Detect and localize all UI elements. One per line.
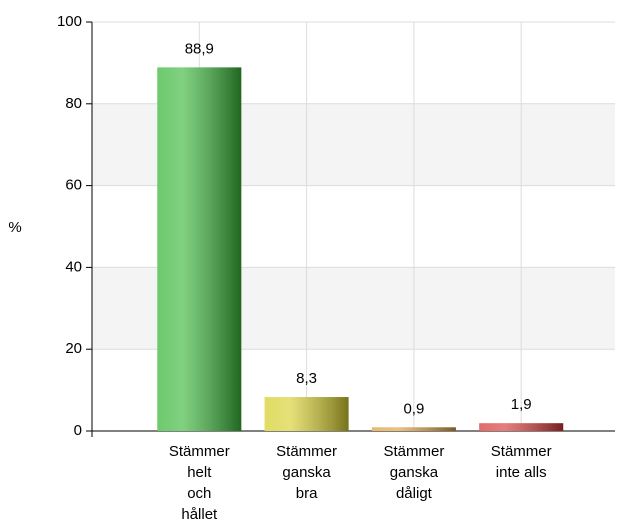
x-tick-label: Stämmer (491, 443, 552, 460)
y-tick-label: 40 (65, 258, 82, 275)
x-tick-label: dåligt (396, 485, 433, 502)
x-tick-label: hållet (181, 506, 218, 523)
value-label: 8,3 (296, 370, 317, 387)
y-tick-label: 60 (65, 177, 82, 194)
value-label: 1,9 (511, 396, 532, 413)
x-tick-label: Stämmer (276, 443, 337, 460)
bar-shade (479, 423, 564, 431)
x-tick-label: inte alls (496, 464, 547, 481)
x-tick-label: ganska (390, 464, 439, 481)
x-tick-label: ganska (282, 464, 331, 481)
bar-shade (371, 427, 456, 431)
y-tick-label: 20 (65, 340, 82, 357)
y-tick-label: 80 (65, 95, 82, 112)
x-tick-label: helt (187, 464, 212, 481)
bar-shade (157, 67, 242, 432)
y-tick-label: 100 (57, 13, 82, 30)
y-axis-label: % (8, 219, 21, 236)
x-tick-label: och (187, 485, 211, 502)
x-tick-label: Stämmer (169, 443, 230, 460)
bar-shade (264, 397, 349, 431)
y-tick-label: 0 (74, 422, 82, 439)
x-tick-label: Stämmer (383, 443, 444, 460)
value-label: 0,9 (403, 400, 424, 417)
value-label: 88,9 (185, 40, 214, 57)
x-tick-label: bra (296, 485, 318, 502)
